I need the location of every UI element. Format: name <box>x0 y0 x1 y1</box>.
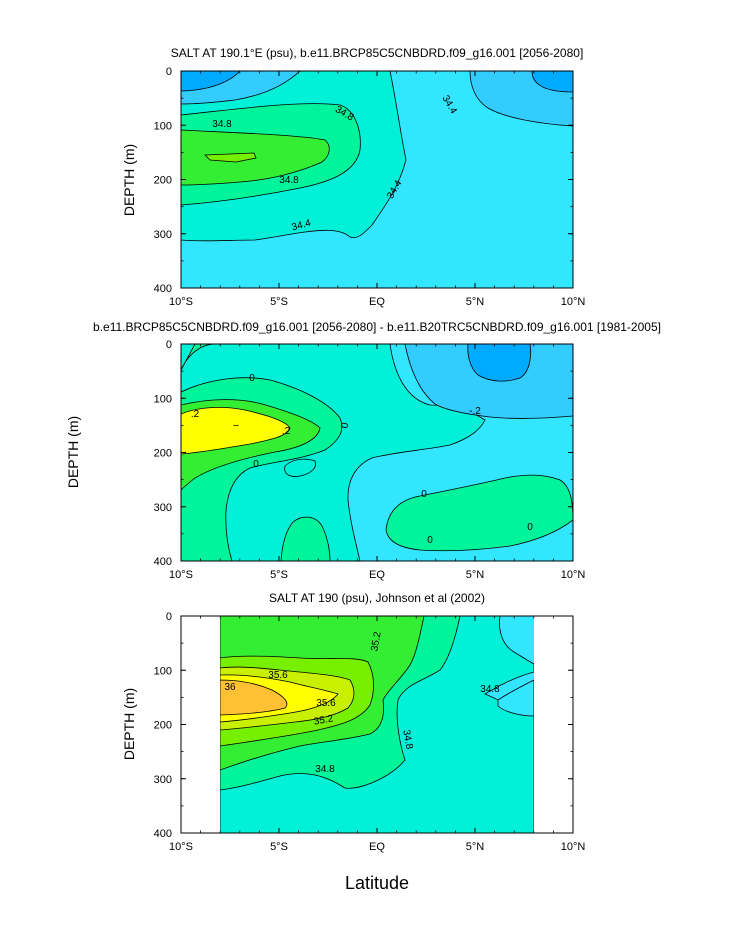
contour-label: 35.6 <box>268 670 288 681</box>
y-tick-label: 100 <box>154 120 172 132</box>
region-pos-above-0.4 <box>181 406 291 455</box>
y-tick-label: 0 <box>166 66 172 78</box>
y-tick-label: 100 <box>154 393 172 405</box>
contour-label: 0 <box>421 489 427 500</box>
panel-2-ylabel: DEPTH (m) <box>65 416 81 488</box>
y-tick-label: 200 <box>154 720 172 732</box>
x-tick-label: 5°N <box>466 841 485 853</box>
x-tick-label: 10°S <box>169 569 193 581</box>
region-above-36.0 <box>220 679 288 716</box>
contour-label: – <box>233 420 239 431</box>
contour-label: 34.8 <box>279 175 299 186</box>
x-tick-label: EQ <box>369 569 385 581</box>
panel-1: SALT AT 190.1°E (psu), b.e11.BRCP85C5CNB… <box>121 46 585 308</box>
contour-label: 34.8 <box>315 764 335 775</box>
contour-label: 0 <box>340 421 352 429</box>
x-tick-label: 5°N <box>466 569 485 581</box>
contour-label: 34.8 <box>480 684 500 695</box>
x-tick-label: 10°N <box>561 841 586 853</box>
panel-2: b.e11.BRCP85C5CNBDRD.f09_g16.001 [2056-2… <box>65 320 661 581</box>
y-tick-label: 300 <box>154 229 172 241</box>
region-pos-0.1-0.2-e <box>385 474 573 552</box>
region-below-34.0-ne <box>531 71 573 93</box>
contour-label: 0 <box>427 535 433 546</box>
panel-2-field <box>181 344 573 561</box>
y-tick-label: 400 <box>154 828 172 840</box>
panel-3-ticks: 10°S 5°S EQ 5°N 10°N 0 100 200 300 400 <box>154 611 586 853</box>
x-tick-label: 5°S <box>270 569 288 581</box>
region-pos-0.1-0.2-s <box>280 516 331 561</box>
y-tick-label: 0 <box>166 611 172 623</box>
region-neg-below-0.4 <box>467 344 532 382</box>
panel-3: SALT AT 190 (psu), Johnson et al (2002) … <box>121 591 585 893</box>
panel-1-ticks: 10°S 5°S EQ 5°N 10°N 0 100 200 300 400 <box>154 66 586 308</box>
contour-label: 34.4 <box>291 218 313 234</box>
region-pos-0.0-0.1-small <box>284 458 317 477</box>
region-35.2-high <box>204 152 257 163</box>
contour-label: 0 <box>253 459 259 470</box>
panel-1-field <box>181 71 573 288</box>
x-tick-label: 5°N <box>466 296 485 308</box>
panel-2-contour-labels: 0 .2 – .2 0 0 -.2 0 0 0 <box>191 373 533 546</box>
x-tick-label: 10°N <box>561 569 586 581</box>
panel-1-ylabel: DEPTH (m) <box>121 144 137 216</box>
contour-label: 34.8 <box>400 729 414 751</box>
region-below-34.0-sw <box>181 71 241 92</box>
contour-label: .2 <box>191 409 200 420</box>
x-tick-label: 5°S <box>270 296 288 308</box>
y-tick-label: 100 <box>154 665 172 677</box>
panel-3-contour-labels: 35.2 35.6 36 35.6 35.2 34.8 34.8 34.8 <box>224 631 500 775</box>
contour-label: 34.8 <box>212 119 232 130</box>
panel-3-title: SALT AT 190 (psu), Johnson et al (2002) <box>269 591 485 605</box>
y-tick-label: 300 <box>154 774 172 786</box>
contour-label: 35.2 <box>369 631 383 653</box>
x-tick-label: 5°S <box>270 841 288 853</box>
y-tick-label: 300 <box>154 502 172 514</box>
x-tick-label: 10°N <box>561 296 586 308</box>
contour-label: -.2 <box>469 406 481 417</box>
y-tick-label: 0 <box>166 339 172 351</box>
panel-3-field <box>220 616 534 833</box>
contour-label: 0 <box>527 522 533 533</box>
region-34.6-34.8-sw <box>497 679 534 717</box>
panel-2-ticks: 10°S 5°S EQ 5°N 10°N 0 100 200 300 400 <box>154 339 586 581</box>
contour-label: 35.6 <box>316 698 336 709</box>
contour-label: .2 <box>282 426 291 437</box>
y-tick-label: 400 <box>154 283 172 295</box>
contour-label: 36 <box>224 682 236 693</box>
x-tick-label: EQ <box>369 841 385 853</box>
y-tick-label: 400 <box>154 556 172 568</box>
y-tick-label: 200 <box>154 448 172 460</box>
contour-label: 35.2 <box>313 713 335 727</box>
panel-1-title: SALT AT 190.1°E (psu), b.e11.BRCP85C5CNB… <box>171 46 584 60</box>
y-tick-label: 200 <box>154 175 172 187</box>
panel-2-title: b.e11.BRCP85C5CNBDRD.f09_g16.001 [2056-2… <box>93 320 661 334</box>
x-axis-label: Latitude <box>345 873 409 893</box>
x-tick-label: EQ <box>369 296 385 308</box>
x-tick-label: 10°S <box>169 841 193 853</box>
region-pos-0.1-0.2 <box>181 344 216 371</box>
panel-3-ylabel: DEPTH (m) <box>121 688 137 760</box>
x-tick-label: 10°S <box>169 296 193 308</box>
region-neg-0.4-0.2 <box>404 344 573 419</box>
contour-label: 0 <box>249 373 255 384</box>
